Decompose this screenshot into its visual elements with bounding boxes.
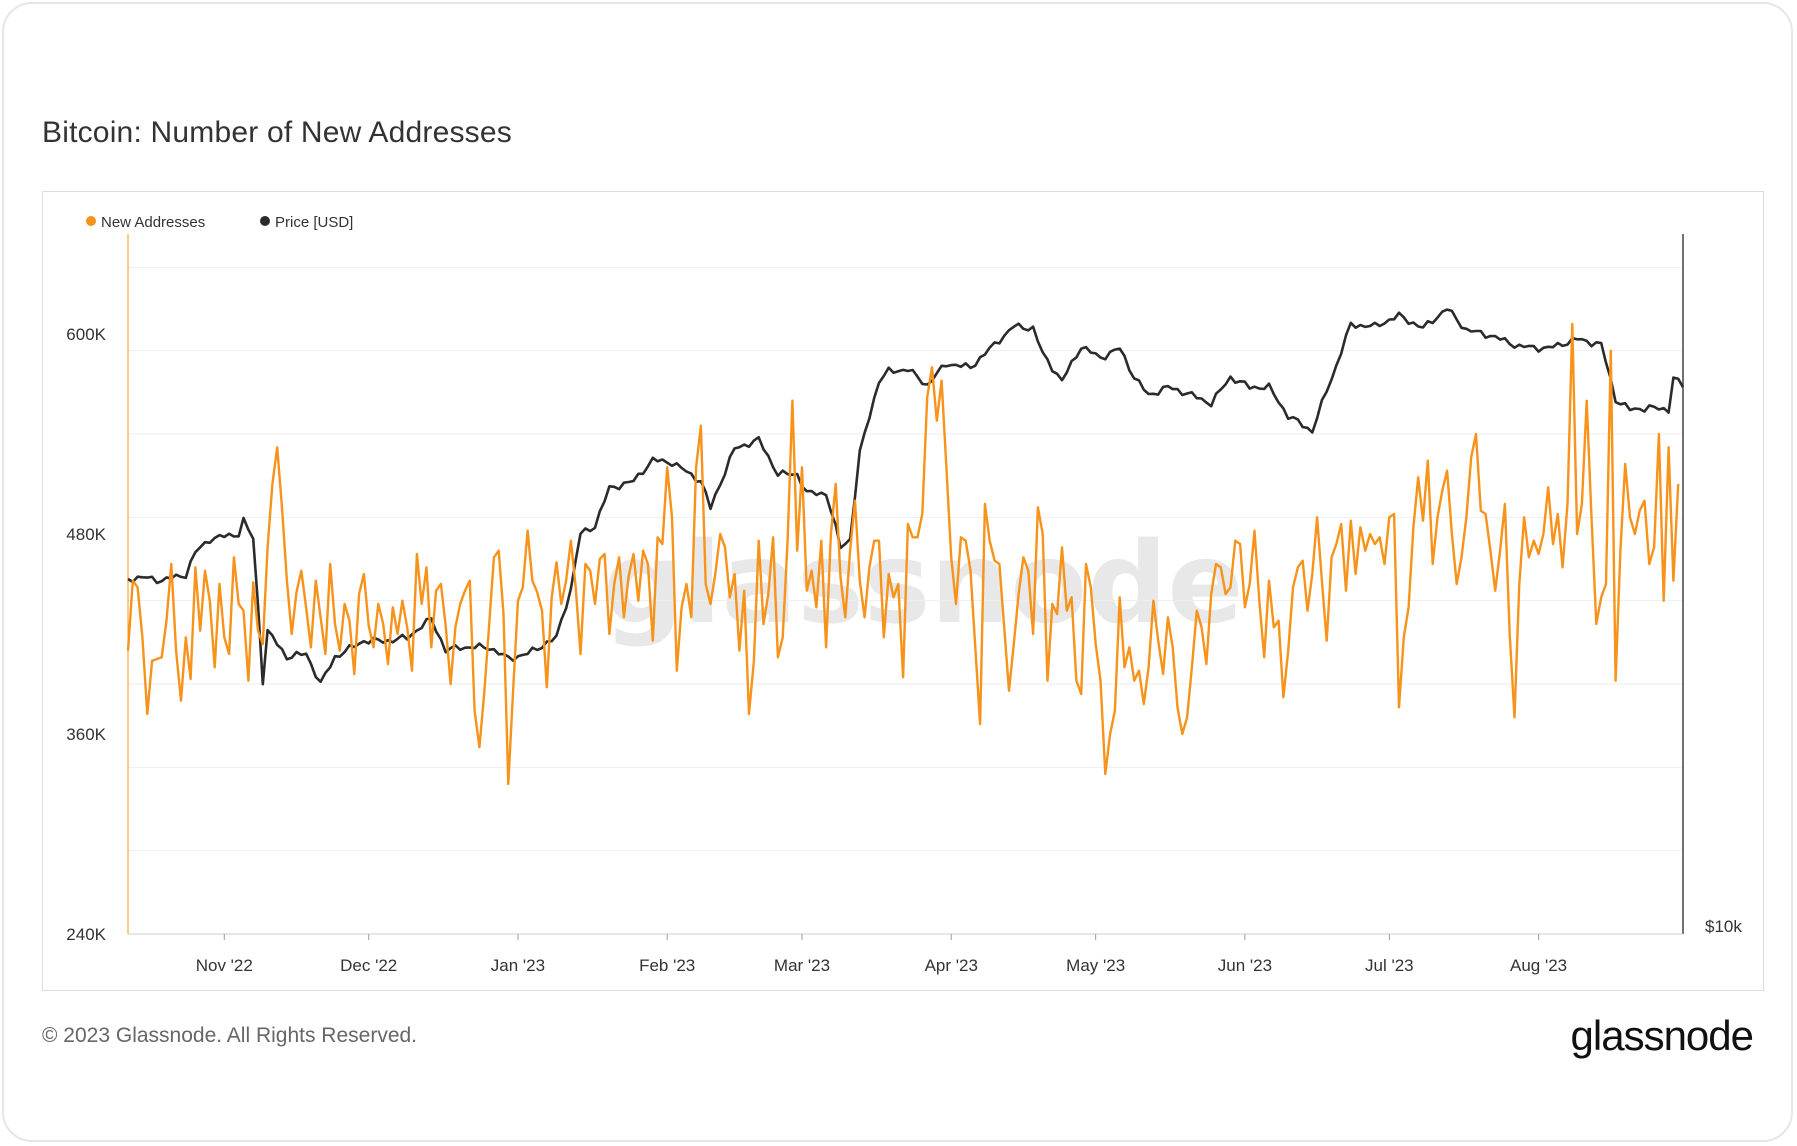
y-right-tick-label: $10k xyxy=(1705,917,1742,936)
x-tick-label: Feb '23 xyxy=(639,956,695,975)
watermark: glassnode xyxy=(603,519,1243,649)
series-group xyxy=(126,308,1685,786)
chart-svg: glassnode 240K 360K 480K 600K $10k Nov '22 De… xyxy=(66,214,1742,975)
x-tick-label: Aug '23 xyxy=(1510,956,1567,975)
x-tick-label: Dec '22 xyxy=(340,956,397,975)
y-axis-left: 240K 360K 480K 600K $10k xyxy=(66,325,1742,944)
legend-label: New Addresses xyxy=(101,214,205,231)
legend-marker xyxy=(86,216,96,226)
copyright-text: © 2023 Glassnode. All Rights Reserved. xyxy=(42,1024,418,1047)
x-tick-label: Nov '22 xyxy=(196,956,253,975)
x-tick-label: May '23 xyxy=(1066,956,1125,975)
x-tick-label: Jun '23 xyxy=(1218,956,1272,975)
legend-label: Price [USD] xyxy=(275,214,353,231)
glassnode-logo: glassnode xyxy=(1570,1012,1754,1059)
x-tick-label: Jan '23 xyxy=(491,956,545,975)
price-usd-line xyxy=(127,308,1685,686)
legend: New Addresses Price [USD] xyxy=(86,214,353,231)
y-tick-label: 600K xyxy=(66,325,106,344)
y-tick-label: 360K xyxy=(66,725,106,744)
x-tick-label: Mar '23 xyxy=(774,956,830,975)
chart-container: glassnode 240K 360K 480K 600K $10k Nov '22 De… xyxy=(42,191,1764,991)
x-tick-label: Apr '23 xyxy=(925,956,978,975)
y-tick-label: 480K xyxy=(66,525,106,544)
new-addresses-line xyxy=(126,322,1680,786)
x-tick-label: Jul '23 xyxy=(1365,956,1414,975)
legend-marker xyxy=(260,216,270,226)
y-tick-label: 240K xyxy=(66,925,106,944)
x-axis: Nov '22 Dec '22 Jan '23 Feb '23 Mar '23 Apr '… xyxy=(196,934,1567,975)
page-title: Bitcoin: Number of New Addresses xyxy=(42,116,512,149)
